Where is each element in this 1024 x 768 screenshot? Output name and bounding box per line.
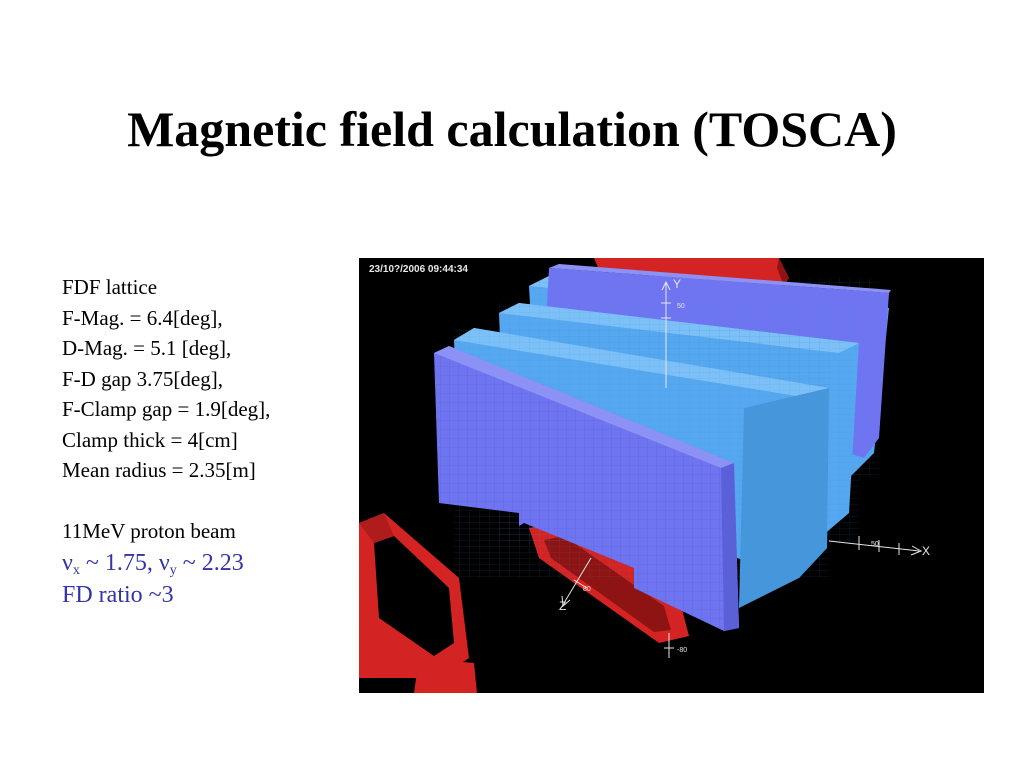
y-subscript: y <box>169 562 177 578</box>
param-line-fd-gap: F-D gap 3.75[deg], <box>62 366 223 391</box>
axis-z <box>561 557 592 608</box>
axis-y-label: Y <box>673 277 681 291</box>
axis-z-label: Z <box>559 599 566 613</box>
param-line-mean-radius: Mean radius = 2.35[m] <box>62 458 256 482</box>
tune-line: νx ~ 1.75, νy ~ 2.23 <box>62 547 270 579</box>
render-timestamp: 23/10?/2006 09:44:34 <box>369 264 468 275</box>
param-line-d-mag: D-Mag. = 5.1 [deg], <box>62 336 232 360</box>
axis-y <box>661 280 671 388</box>
y-tune-value: ~ 2.23 <box>176 549 244 576</box>
axis-x-label: X <box>922 544 930 558</box>
f-magnet-front <box>434 346 739 631</box>
magnet-render: Y 50 X 50 Z 80 -80 <box>359 258 930 693</box>
param-line-lattice: FDF lattice <box>62 275 158 299</box>
parameter-list: FDF lattice F-Mag. = 6.4[deg], D-Mag. = … <box>62 272 270 611</box>
clamp-left <box>359 513 477 693</box>
param-line-f-mag: F-Mag. = 6.4[deg], <box>62 305 223 330</box>
nu-symbol: ν <box>158 549 170 576</box>
param-line-clamp-thick: Clamp thick = 4[cm] <box>62 427 238 452</box>
x-tune-value: ~ 1.75, <box>79 549 159 576</box>
param-line-clamp-gap: F-Clamp gap = 1.9[deg], <box>62 397 271 421</box>
beam-line: 11MeV proton beam <box>62 519 236 543</box>
fd-ratio-line: FD ratio ~3 <box>62 581 174 608</box>
axis-z-tick-a: 80 <box>583 586 591 593</box>
axis-y-tick: 50 <box>677 303 685 310</box>
x-subscript: x <box>72 562 80 578</box>
spacer <box>62 486 270 517</box>
axis-z-tick-b: -80 <box>677 647 687 654</box>
nu-symbol: ν <box>62 549 73 576</box>
axis-x <box>828 536 923 556</box>
slide-title: Magnetic field calculation (TOSCA) <box>127 101 897 157</box>
axis-x-tick: 50 <box>871 541 879 548</box>
axis-vertical-lower <box>664 633 674 658</box>
tosca-simulation-image: Y 50 X 50 Z 80 -80 23/10?/2006 09:44:34 <box>359 258 984 693</box>
